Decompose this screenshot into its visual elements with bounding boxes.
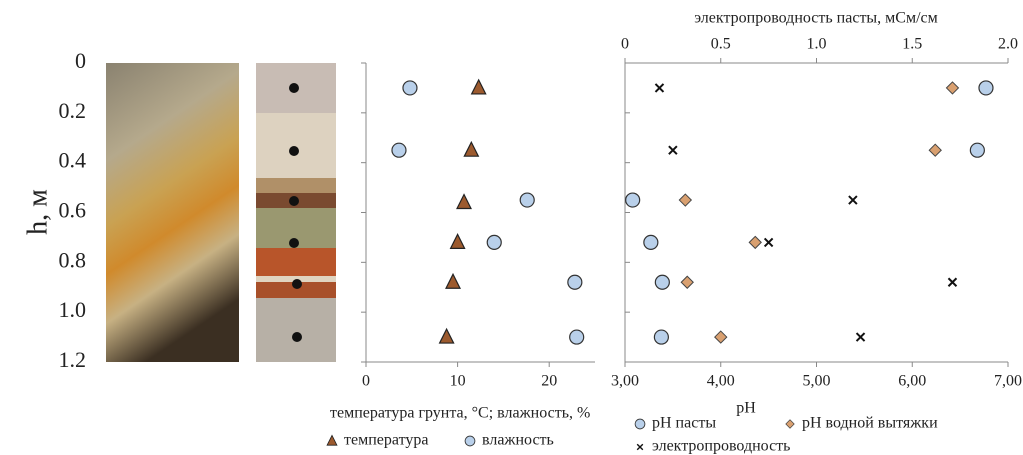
x2-tick-label: 0 <box>621 36 629 53</box>
data-point <box>979 81 993 95</box>
data-point <box>446 274 460 288</box>
x-tick-label: 20 <box>541 373 557 390</box>
y-tick-label: 0 <box>75 48 86 73</box>
x2-tick-label: 1.0 <box>807 36 827 53</box>
x-tick-label: 4,00 <box>707 373 735 390</box>
data-point <box>929 144 941 156</box>
data-point <box>568 275 582 289</box>
x2-axis-label: электропроводность пасты, мСм/см <box>694 10 938 27</box>
legend-label: pH пасты <box>652 415 716 432</box>
data-point <box>487 235 501 249</box>
data-point <box>464 142 478 156</box>
x-tick-label: 7,00 <box>994 373 1022 390</box>
x-tick-label: 5,00 <box>803 373 831 390</box>
figure: 0 0.2 0.4 0.6 0.8 1.0 1.2 h, м 0 10 20 температура … <box>0 0 1023 455</box>
data-point <box>570 330 584 344</box>
data-point <box>392 143 406 157</box>
x-tick-label: 10 <box>450 373 466 390</box>
data-point <box>655 275 669 289</box>
x-axis-label: температура грунта, °С; влажность, % <box>330 405 590 422</box>
y-tick-label: 1.0 <box>59 297 87 322</box>
data-point <box>679 194 691 206</box>
data-point <box>715 331 727 343</box>
x2-tick-label: 0.5 <box>711 36 731 53</box>
soil-photo <box>106 63 239 362</box>
x-tick-label: 6,00 <box>898 373 926 390</box>
data-point <box>654 330 668 344</box>
x2-tick-label: 1.5 <box>902 36 922 53</box>
legend-marker <box>786 420 794 428</box>
legend-marker <box>637 444 643 450</box>
data-point <box>857 333 865 341</box>
data-point <box>626 193 640 207</box>
legend-label: электропроводность <box>652 438 790 455</box>
legend-label: температура <box>344 432 428 449</box>
y-axis-label: h, м <box>22 189 53 235</box>
data-point <box>948 278 956 286</box>
legend-label: влажность <box>482 432 554 449</box>
data-point <box>403 81 417 95</box>
data-point <box>440 329 454 343</box>
data-point <box>749 236 761 248</box>
y-tick-label: 0.4 <box>59 148 87 173</box>
y-tick-label: 0.2 <box>59 98 87 123</box>
data-point <box>669 146 677 154</box>
data-point <box>451 234 465 248</box>
x2-tick-label: 2.0 <box>998 36 1018 53</box>
y-tick-label: 0.6 <box>59 198 87 223</box>
data-point <box>472 80 486 94</box>
data-point <box>655 84 663 92</box>
data-point <box>970 143 984 157</box>
data-point <box>849 196 857 204</box>
data-point <box>644 235 658 249</box>
legend-marker <box>465 436 475 446</box>
x-axis-label: pH <box>736 400 756 417</box>
x-tick-label: 0 <box>362 373 370 390</box>
y-tick-label: 0.8 <box>59 247 87 272</box>
data-point <box>765 238 773 246</box>
y-tick-label: 1.2 <box>59 347 87 372</box>
legend-marker <box>327 435 337 445</box>
data-point <box>946 82 958 94</box>
data-point <box>457 195 471 209</box>
legend-label: pH водной вытяжки <box>802 415 938 432</box>
data-point <box>681 276 693 288</box>
legend-marker <box>635 419 645 429</box>
data-point <box>520 193 534 207</box>
soil-column <box>256 63 336 362</box>
x-tick-label: 3,00 <box>611 373 639 390</box>
